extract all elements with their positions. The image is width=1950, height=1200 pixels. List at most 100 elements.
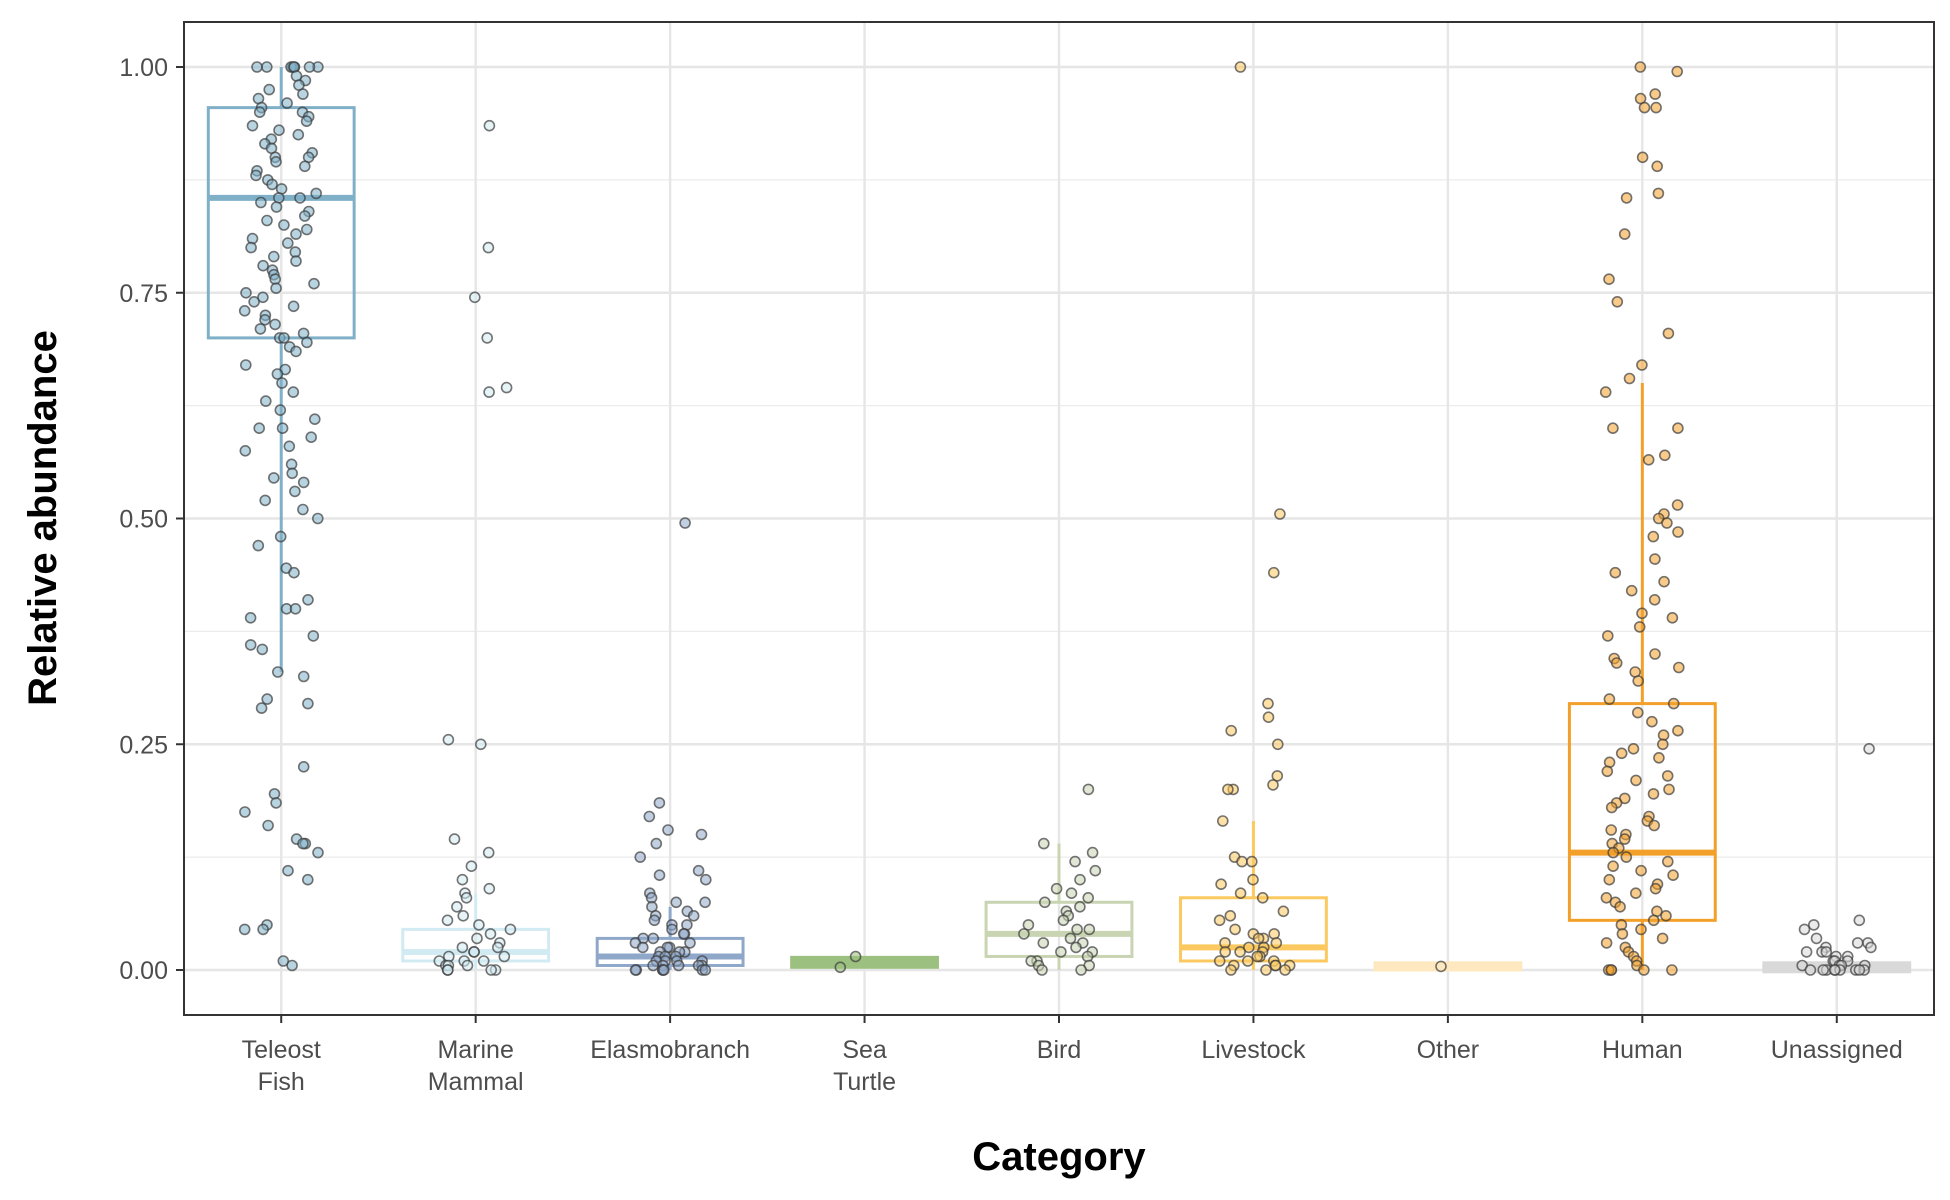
data-point bbox=[1601, 765, 1614, 778]
data-point bbox=[473, 919, 485, 931]
data-point bbox=[687, 909, 700, 922]
data-point bbox=[643, 810, 656, 823]
data-point bbox=[1634, 61, 1647, 73]
data-point bbox=[477, 955, 490, 967]
data-point bbox=[1666, 611, 1679, 624]
data-point bbox=[1267, 779, 1279, 791]
data-point bbox=[248, 295, 260, 308]
data-point bbox=[468, 291, 481, 304]
data-point bbox=[300, 223, 313, 236]
data-point bbox=[297, 503, 309, 516]
data-point bbox=[1647, 530, 1660, 543]
data-point bbox=[482, 241, 495, 254]
data-point bbox=[303, 61, 316, 73]
data-point bbox=[465, 860, 478, 873]
data-point bbox=[1236, 855, 1248, 868]
data-point bbox=[286, 467, 299, 480]
data-point bbox=[1082, 783, 1095, 796]
data-point bbox=[269, 318, 281, 331]
data-point bbox=[289, 602, 302, 615]
x-tick-label: Human bbox=[1602, 1036, 1683, 1064]
data-point bbox=[1615, 747, 1628, 760]
data-point bbox=[1611, 295, 1624, 308]
data-point bbox=[1605, 824, 1617, 836]
data-point bbox=[290, 228, 302, 240]
data-point bbox=[270, 201, 283, 213]
data-point bbox=[1650, 101, 1662, 114]
data-point bbox=[274, 404, 287, 416]
data-point bbox=[1256, 891, 1269, 904]
data-point bbox=[1657, 738, 1669, 751]
data-point bbox=[301, 336, 313, 349]
data-point bbox=[1074, 900, 1086, 913]
data-point bbox=[302, 697, 314, 710]
data-point bbox=[271, 368, 284, 380]
data-point bbox=[1272, 738, 1284, 751]
data-point bbox=[288, 566, 300, 579]
data-point bbox=[1658, 575, 1670, 588]
data-point bbox=[1600, 891, 1613, 904]
data-point bbox=[485, 964, 498, 976]
data-point bbox=[1632, 675, 1644, 687]
data-point bbox=[1804, 964, 1817, 976]
data-point bbox=[1607, 860, 1619, 873]
data-point bbox=[1252, 932, 1265, 945]
x-tick-label: Other bbox=[1417, 1036, 1480, 1064]
data-point bbox=[1064, 932, 1077, 945]
data-point bbox=[1069, 855, 1081, 868]
data-point bbox=[1636, 359, 1648, 371]
data-point bbox=[1270, 937, 1283, 949]
data-point bbox=[1225, 724, 1237, 737]
data-point bbox=[1625, 584, 1638, 597]
data-point bbox=[1274, 508, 1286, 520]
data-point bbox=[276, 422, 289, 435]
data-point bbox=[1616, 928, 1629, 940]
x-tick-label: Livestock bbox=[1201, 1036, 1306, 1064]
data-point bbox=[297, 760, 310, 773]
y-tick-label: 0.50 bbox=[119, 506, 168, 534]
data-point bbox=[1618, 228, 1631, 240]
data-point bbox=[267, 472, 280, 484]
data-point bbox=[1662, 327, 1675, 340]
data-point bbox=[1065, 887, 1078, 900]
data-point bbox=[1620, 192, 1633, 204]
data-point bbox=[1039, 896, 1051, 909]
data-point bbox=[1086, 846, 1099, 859]
data-point bbox=[1089, 864, 1102, 877]
points-elasmobranch bbox=[629, 517, 712, 976]
data-point bbox=[298, 210, 311, 222]
data-point bbox=[281, 237, 294, 249]
data-point bbox=[287, 300, 300, 313]
points-marine-mammal bbox=[433, 119, 517, 976]
data-point bbox=[257, 923, 269, 936]
data-point bbox=[1671, 499, 1684, 511]
data-point bbox=[1607, 422, 1619, 435]
data-point bbox=[1050, 882, 1063, 895]
x-tick-label: Unassigned bbox=[1771, 1036, 1903, 1064]
data-point bbox=[297, 837, 309, 850]
data-point bbox=[290, 255, 302, 267]
data-point bbox=[1215, 878, 1227, 891]
data-point bbox=[254, 323, 267, 335]
data-point bbox=[1632, 706, 1644, 719]
data-point bbox=[281, 97, 293, 109]
data-point bbox=[300, 115, 313, 127]
data-point bbox=[461, 959, 474, 972]
data-point bbox=[1662, 855, 1674, 868]
data-point bbox=[1083, 923, 1096, 936]
data-point bbox=[1082, 891, 1094, 904]
data-point bbox=[1242, 955, 1254, 967]
data-point bbox=[283, 440, 296, 453]
data-point bbox=[1649, 882, 1662, 895]
data-point bbox=[1656, 932, 1669, 945]
data-point bbox=[1653, 751, 1665, 764]
data-point bbox=[1435, 960, 1447, 973]
data-point bbox=[474, 738, 487, 751]
data-point bbox=[250, 169, 262, 182]
data-point bbox=[1071, 923, 1083, 936]
data-point bbox=[636, 941, 649, 954]
data-point bbox=[240, 286, 252, 299]
data-point bbox=[261, 693, 274, 705]
data-point bbox=[1635, 864, 1647, 877]
